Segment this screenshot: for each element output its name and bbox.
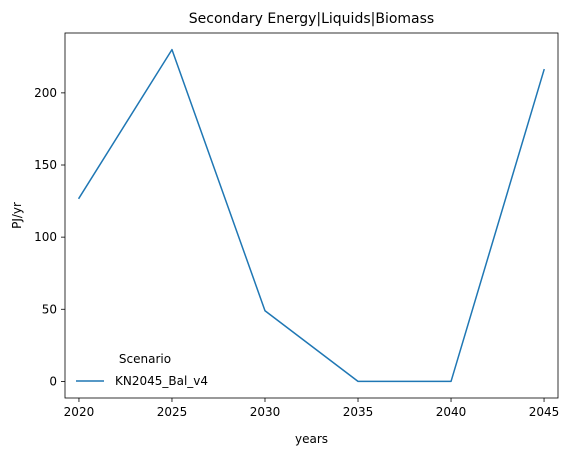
y-tick-label: 200 [34,86,57,100]
y-tick-label: 150 [34,158,57,172]
x-tick-label: 2040 [436,405,467,419]
x-axis-label: years [295,432,328,446]
legend-title: Scenario [119,352,171,366]
y-tick-label: 0 [49,374,57,388]
x-tick-label: 2025 [157,405,188,419]
y-tick-label: 100 [34,230,57,244]
x-tick-label: 2030 [250,405,281,419]
x-tick-label: 2045 [529,405,560,419]
x-tick-label: 2020 [64,405,95,419]
y-tick-label: 50 [42,302,57,316]
y-axis-label: PJ/yr [10,202,24,229]
x-tick-label: 2035 [343,405,374,419]
chart-title: Secondary Energy|Liquids|Biomass [189,11,434,27]
legend-label: KN2045_Bal_v4 [115,374,208,388]
